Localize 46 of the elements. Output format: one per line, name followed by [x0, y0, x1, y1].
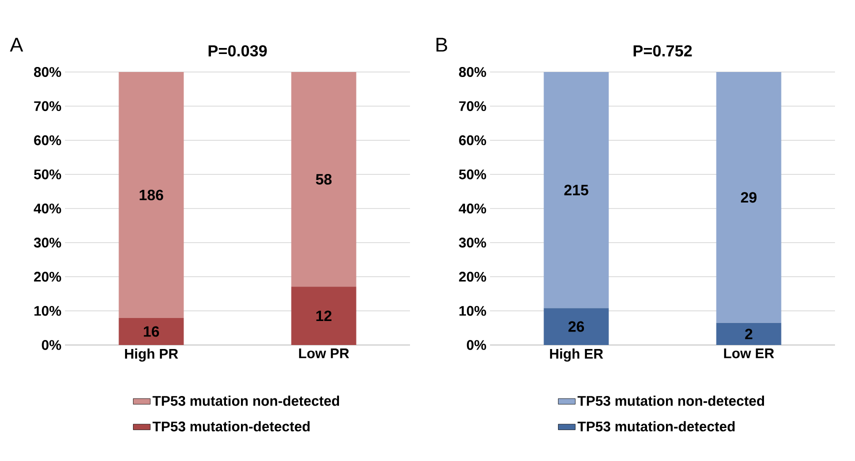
annotation: 16 [144, 326, 160, 337]
bar [716, 322, 782, 345]
y-tick-label: 60% [459, 135, 486, 146]
annotation: 58 [316, 174, 332, 185]
bar [544, 72, 609, 308]
annotation: 29 [740, 192, 757, 203]
chart-title: P=0.752 [634, 45, 692, 56]
annotation: 26 [568, 321, 584, 332]
bar [291, 286, 356, 345]
y-tick-label: 60% [34, 135, 62, 146]
x-tick-label: Low PR [299, 348, 350, 358]
bar [716, 72, 782, 323]
y-tick-label: 20% [34, 272, 62, 282]
y-tick-label: 40% [458, 204, 486, 214]
y-tick-label: 70% [34, 101, 62, 112]
y-tick-label: 30% [458, 238, 486, 248]
y-tick-label: 0% [466, 340, 486, 350]
x-tick-label: High ER [550, 348, 604, 362]
text: A [10, 38, 24, 52]
annotation: 186 [140, 190, 164, 200]
bar [118, 318, 184, 345]
x-tick-label: Low ER [724, 348, 774, 358]
y-tick-label: 50% [458, 169, 486, 180]
text: B [436, 38, 448, 52]
annotation: 215 [564, 184, 588, 196]
bar [544, 308, 609, 345]
legend-label: TP53 mutation non-detected [578, 396, 764, 406]
legend-label: TP53 mutation-detected [578, 421, 735, 432]
x-tick-label: High PR [125, 348, 178, 362]
y-tick-label: 10% [459, 306, 486, 316]
bar [291, 72, 356, 287]
y-tick-label: 10% [34, 306, 62, 316]
y-tick-label: 80% [34, 67, 62, 77]
annotation: 12 [316, 310, 332, 322]
annotation: 2 [745, 328, 752, 340]
y-tick-label: 0% [42, 340, 62, 350]
bar [118, 72, 184, 318]
chart-title: P=0.039 [208, 45, 267, 56]
y-tick-label: 30% [34, 238, 62, 248]
y-tick-label: 80% [459, 67, 486, 77]
y-tick-label: 70% [459, 101, 486, 112]
legend-label: TP53 mutation non-detected [152, 396, 340, 406]
y-tick-label: 50% [34, 169, 62, 180]
legend-label: TP53 mutation-detected [152, 421, 310, 432]
y-tick-label: 20% [459, 272, 486, 282]
y-tick-label: 40% [34, 204, 62, 214]
